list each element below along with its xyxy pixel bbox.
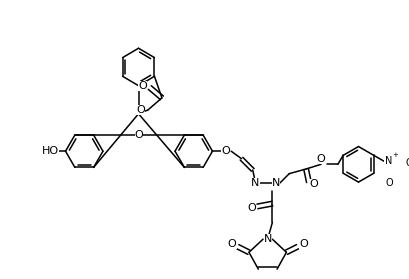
Text: O: O xyxy=(308,179,317,189)
Text: O: O xyxy=(227,239,236,249)
Text: O: O xyxy=(221,146,229,156)
Text: O: O xyxy=(298,239,307,249)
Text: +: + xyxy=(391,152,398,158)
Text: N: N xyxy=(271,178,280,188)
Text: N: N xyxy=(384,156,391,166)
Text: O: O xyxy=(247,203,256,213)
Text: O: O xyxy=(136,105,144,115)
Text: O: O xyxy=(384,177,392,187)
Text: N: N xyxy=(263,234,271,244)
Text: N: N xyxy=(251,178,259,188)
Text: O: O xyxy=(316,154,325,164)
Text: O: O xyxy=(405,158,409,168)
Text: O: O xyxy=(137,81,146,91)
Text: O: O xyxy=(134,130,143,140)
Text: HO: HO xyxy=(42,146,59,156)
